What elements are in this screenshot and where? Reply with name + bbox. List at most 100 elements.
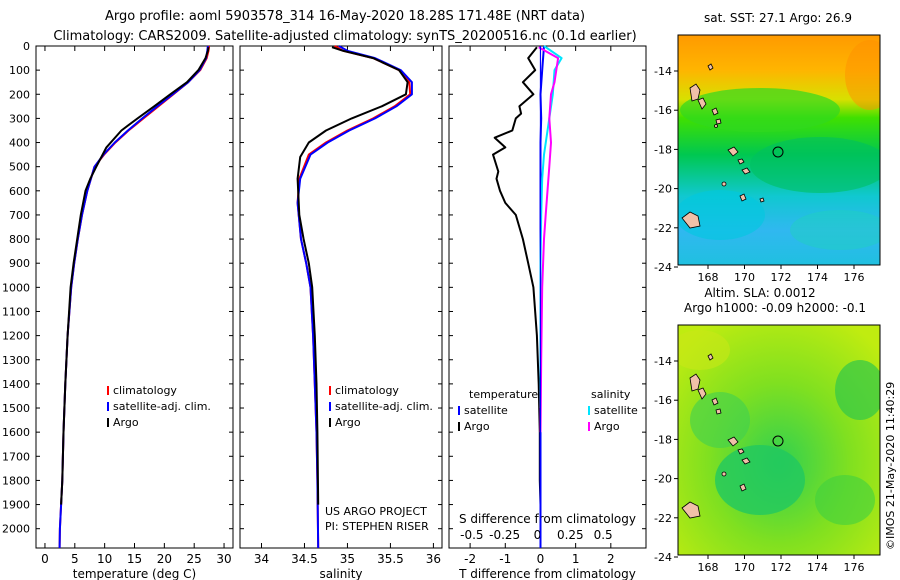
depth-tick-label: 1800 — [2, 474, 30, 487]
x-axis-label: salinity — [319, 567, 362, 580]
x-tick-label: 1 — [572, 552, 580, 566]
map-x-tick-label: 174 — [807, 561, 828, 574]
x2-axis-label: S difference from climatology — [459, 512, 636, 526]
temperature-panel: 0 5 10 15 20 25 30 temperature (deg C) climatolo… — [35, 45, 234, 580]
map-x-tick-label: 172 — [771, 561, 792, 574]
x-tick-label: 34.5 — [291, 552, 318, 566]
depth-tick-label: 700 — [9, 209, 30, 222]
series-line-climatology — [296, 45, 412, 549]
depth-tick-label: 0 — [23, 40, 30, 53]
x2-tick-label: -0.25 — [489, 528, 520, 542]
series-line-satellite-adj-clim- — [296, 45, 413, 549]
series-line-t-argo — [492, 46, 542, 505]
map-y-tick-label: -16 — [654, 394, 672, 407]
depth-tick-label: 200 — [9, 88, 30, 101]
depth-tick-label: 1400 — [2, 378, 30, 391]
depth-tick-label: 1300 — [2, 354, 30, 367]
depth-tick-label: 1900 — [2, 499, 30, 512]
annotation-pi: PI: STEPHEN RISER — [325, 520, 429, 533]
plot-frame — [239, 45, 443, 549]
x-tick-label: 15 — [127, 552, 142, 566]
legend-label: satellite — [464, 404, 508, 417]
depth-tick-label: 600 — [9, 185, 30, 198]
map-y-tick-label: -24 — [654, 261, 672, 274]
series-line-s-argo — [538, 46, 560, 433]
x-tick-label: 10 — [97, 552, 112, 566]
sla-map-subtitle: Argo h1000: -0.09 h2000: -0.1 — [684, 301, 866, 315]
sst-map-float-marker — [772, 146, 784, 158]
x-tick-label: 25 — [187, 552, 202, 566]
sla-map-islands — [681, 353, 751, 519]
x-tick-label: 2 — [607, 552, 615, 566]
legend-label: Argo — [464, 420, 490, 433]
map-x-tick-label: 168 — [698, 271, 719, 284]
legend-label: climatology — [113, 384, 177, 397]
x-tick-label: 20 — [157, 552, 172, 566]
series-line-argo — [60, 47, 210, 505]
legend-label: climatology — [335, 384, 399, 397]
depth-tick-label: 400 — [9, 137, 30, 150]
x-tick-label: -1 — [499, 552, 511, 566]
depth-tick-label: 1000 — [2, 281, 30, 294]
legend-heading-salinity: salinity — [591, 388, 631, 401]
sla-map-field — [678, 325, 880, 555]
sla-map: Altim. SLA: 0.0012 Argo h1000: -0.09 h20… — [654, 286, 881, 574]
map-y-tick-label: -18 — [654, 433, 672, 446]
x2-tick-label: 0 — [534, 528, 542, 542]
x-tick-label: 5 — [71, 552, 79, 566]
map-y-tick-label: -18 — [654, 143, 672, 156]
x-axis-label: temperature (deg C) — [73, 567, 196, 580]
legend-label: satellite-adj. clim. — [113, 400, 211, 413]
header-line-1: Argo profile: aoml 5903578_314 16-May-20… — [105, 9, 585, 24]
map-y-tick-label: -14 — [654, 355, 672, 368]
map-x-tick-label: 174 — [807, 271, 828, 284]
x-tick-label: 35.5 — [377, 552, 404, 566]
map-x-tick-label: 172 — [771, 271, 792, 284]
depth-tick-label: 900 — [9, 257, 30, 270]
x2-tick-label: 0.25 — [557, 528, 584, 542]
x-axis-label: T difference from climatology — [458, 567, 636, 580]
depth-tick-label: 2000 — [2, 523, 30, 536]
map-x-tick-label: 176 — [844, 271, 865, 284]
x-tick-label: 0 — [41, 552, 49, 566]
sla-map-title: Altim. SLA: 0.0012 — [704, 286, 815, 300]
depth-tick-label: 500 — [9, 161, 30, 174]
x-tick-label: 36 — [426, 552, 441, 566]
series-line-argo — [296, 46, 409, 505]
map-x-tick-label: 168 — [698, 561, 719, 574]
annotation-project: US ARGO PROJECT — [325, 505, 427, 518]
sst-map-title: sat. SST: 27.1 Argo: 26.9 — [704, 11, 852, 25]
legend-heading-temperature: temperature — [469, 388, 538, 401]
x-tick-label: 0 — [537, 552, 545, 566]
depth-axis: 0 100 200 300 400 500 600 700 800 900 1000 1100 1200… — [2, 40, 30, 536]
map-y-tick-label: -20 — [654, 183, 672, 196]
legend-label: Argo — [113, 416, 139, 429]
plot-frame — [448, 45, 647, 549]
legend-label: Argo — [594, 420, 620, 433]
legend-label: Argo — [335, 416, 361, 429]
map-y-tick-label: -14 — [654, 65, 672, 78]
depth-tick-label: 1200 — [2, 330, 30, 343]
x-tick-label: 30 — [216, 552, 231, 566]
header-line-2: Climatology: CARS2009. Satellite-adjuste… — [53, 29, 636, 44]
footer-credit: ©IMOS 21-May-2020 11:40:29 — [884, 382, 897, 550]
depth-tick-label: 100 — [9, 64, 30, 77]
map-y-tick-label: -22 — [654, 512, 672, 525]
difference-panel: -2 -1 0 1 2T difference from climatology -0.5… — [448, 45, 647, 580]
map-y-tick-label: -20 — [654, 473, 672, 486]
x-tick-label: 35 — [340, 552, 355, 566]
map-x-tick-label: 170 — [734, 271, 755, 284]
map-y-tick-label: -24 — [654, 551, 672, 564]
salinity-panel: 34 34.5 35 35.5 36 salinity climatology satelli… — [239, 45, 443, 580]
depth-tick-label: 1600 — [2, 426, 30, 439]
depth-tick-label: 1700 — [2, 450, 30, 463]
x2-tick-label: -0.5 — [460, 528, 483, 542]
map-x-tick-label: 176 — [844, 561, 865, 574]
map-x-tick-label: 170 — [734, 561, 755, 574]
x-tick-label: 34 — [254, 552, 269, 566]
map-y-tick-label: -22 — [654, 222, 672, 235]
legend-label: satellite — [594, 404, 638, 417]
depth-tick-label: 1500 — [2, 402, 30, 415]
x2-tick-label: 0.5 — [594, 528, 613, 542]
